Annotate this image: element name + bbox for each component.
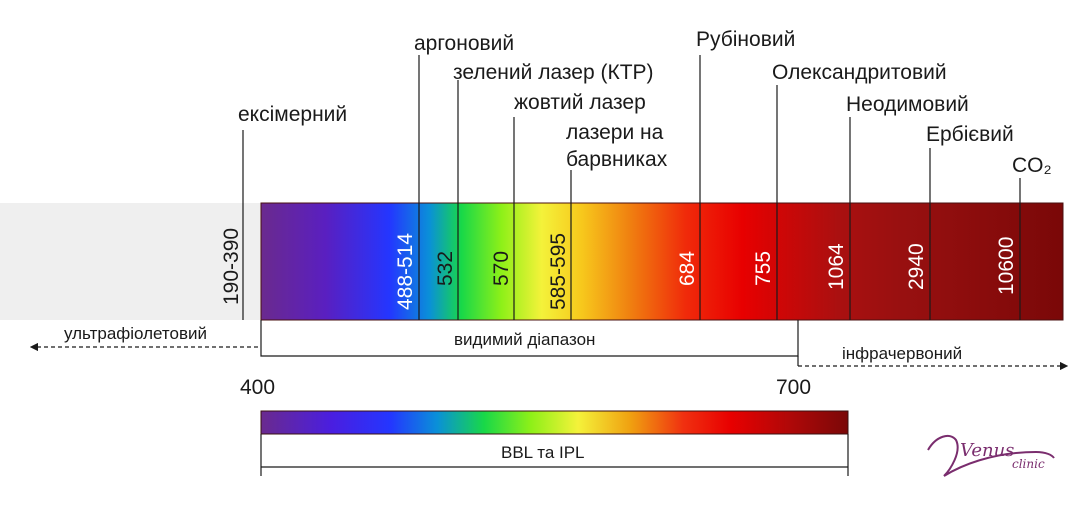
visible-range-label: видимий діапазон: [454, 330, 595, 349]
laser-name-erbium: Ербієвий: [926, 123, 1014, 146]
logo-swash: [927, 434, 1055, 477]
wavelength-ruby: 684: [676, 251, 699, 286]
laser-name-ruby: Рубіновий: [696, 28, 795, 51]
wavelength-co2: 10600: [995, 237, 1018, 295]
wavelength-neodymium: 1064: [825, 243, 848, 290]
laser-name-excimer: ексімерний: [238, 103, 347, 126]
wavelength-excimer: 190-390: [220, 228, 243, 305]
wavelength-alexandrite: 755: [752, 251, 775, 286]
bbl-ipl-label: BBL та IPL: [501, 443, 585, 462]
laser-name-ktp: зелений лазер (КТР): [453, 61, 654, 84]
uv-range-label: ультрафіолетовий: [64, 324, 207, 343]
venus-clinic-logo: Venus clinic: [927, 434, 1055, 477]
scale-end-label: 700: [776, 376, 811, 399]
visible-range-bracket: [260, 320, 799, 357]
logo-sub-text: clinic: [1012, 457, 1045, 471]
laser-name-neodymium: Неодимовий: [846, 93, 969, 116]
laser-name-argon: аргоновий: [414, 32, 514, 55]
wavelength-ktp: 532: [434, 251, 457, 286]
laser-name-dye-line2: барвниках: [566, 148, 668, 171]
bbl-ipl-bracket: [260, 434, 849, 476]
laser-marker-lines: [242, 55, 1021, 320]
laser-name-co2: CO₂: [1012, 154, 1052, 177]
logo-main-text: Venus: [960, 440, 1014, 461]
laser-name-alexandrite: Олександритовий: [772, 61, 947, 84]
laser-name-dye-line1: лазери на: [566, 121, 664, 144]
wavelength-argon: 488-514: [394, 233, 417, 310]
wavelength-erbium: 2940: [905, 243, 928, 290]
scale-start-label: 400: [240, 376, 275, 399]
laser-name-yellow: жовтий лазер: [514, 91, 646, 114]
wavelength-dye: 585-595: [547, 233, 570, 310]
wavelength-yellow: 570: [490, 251, 513, 286]
bbl-ipl-bar: [260, 410, 849, 435]
uv-region-band: [0, 203, 261, 320]
spectrum-bar: [260, 202, 1064, 321]
ir-range-label: інфрачервоний: [842, 344, 962, 363]
